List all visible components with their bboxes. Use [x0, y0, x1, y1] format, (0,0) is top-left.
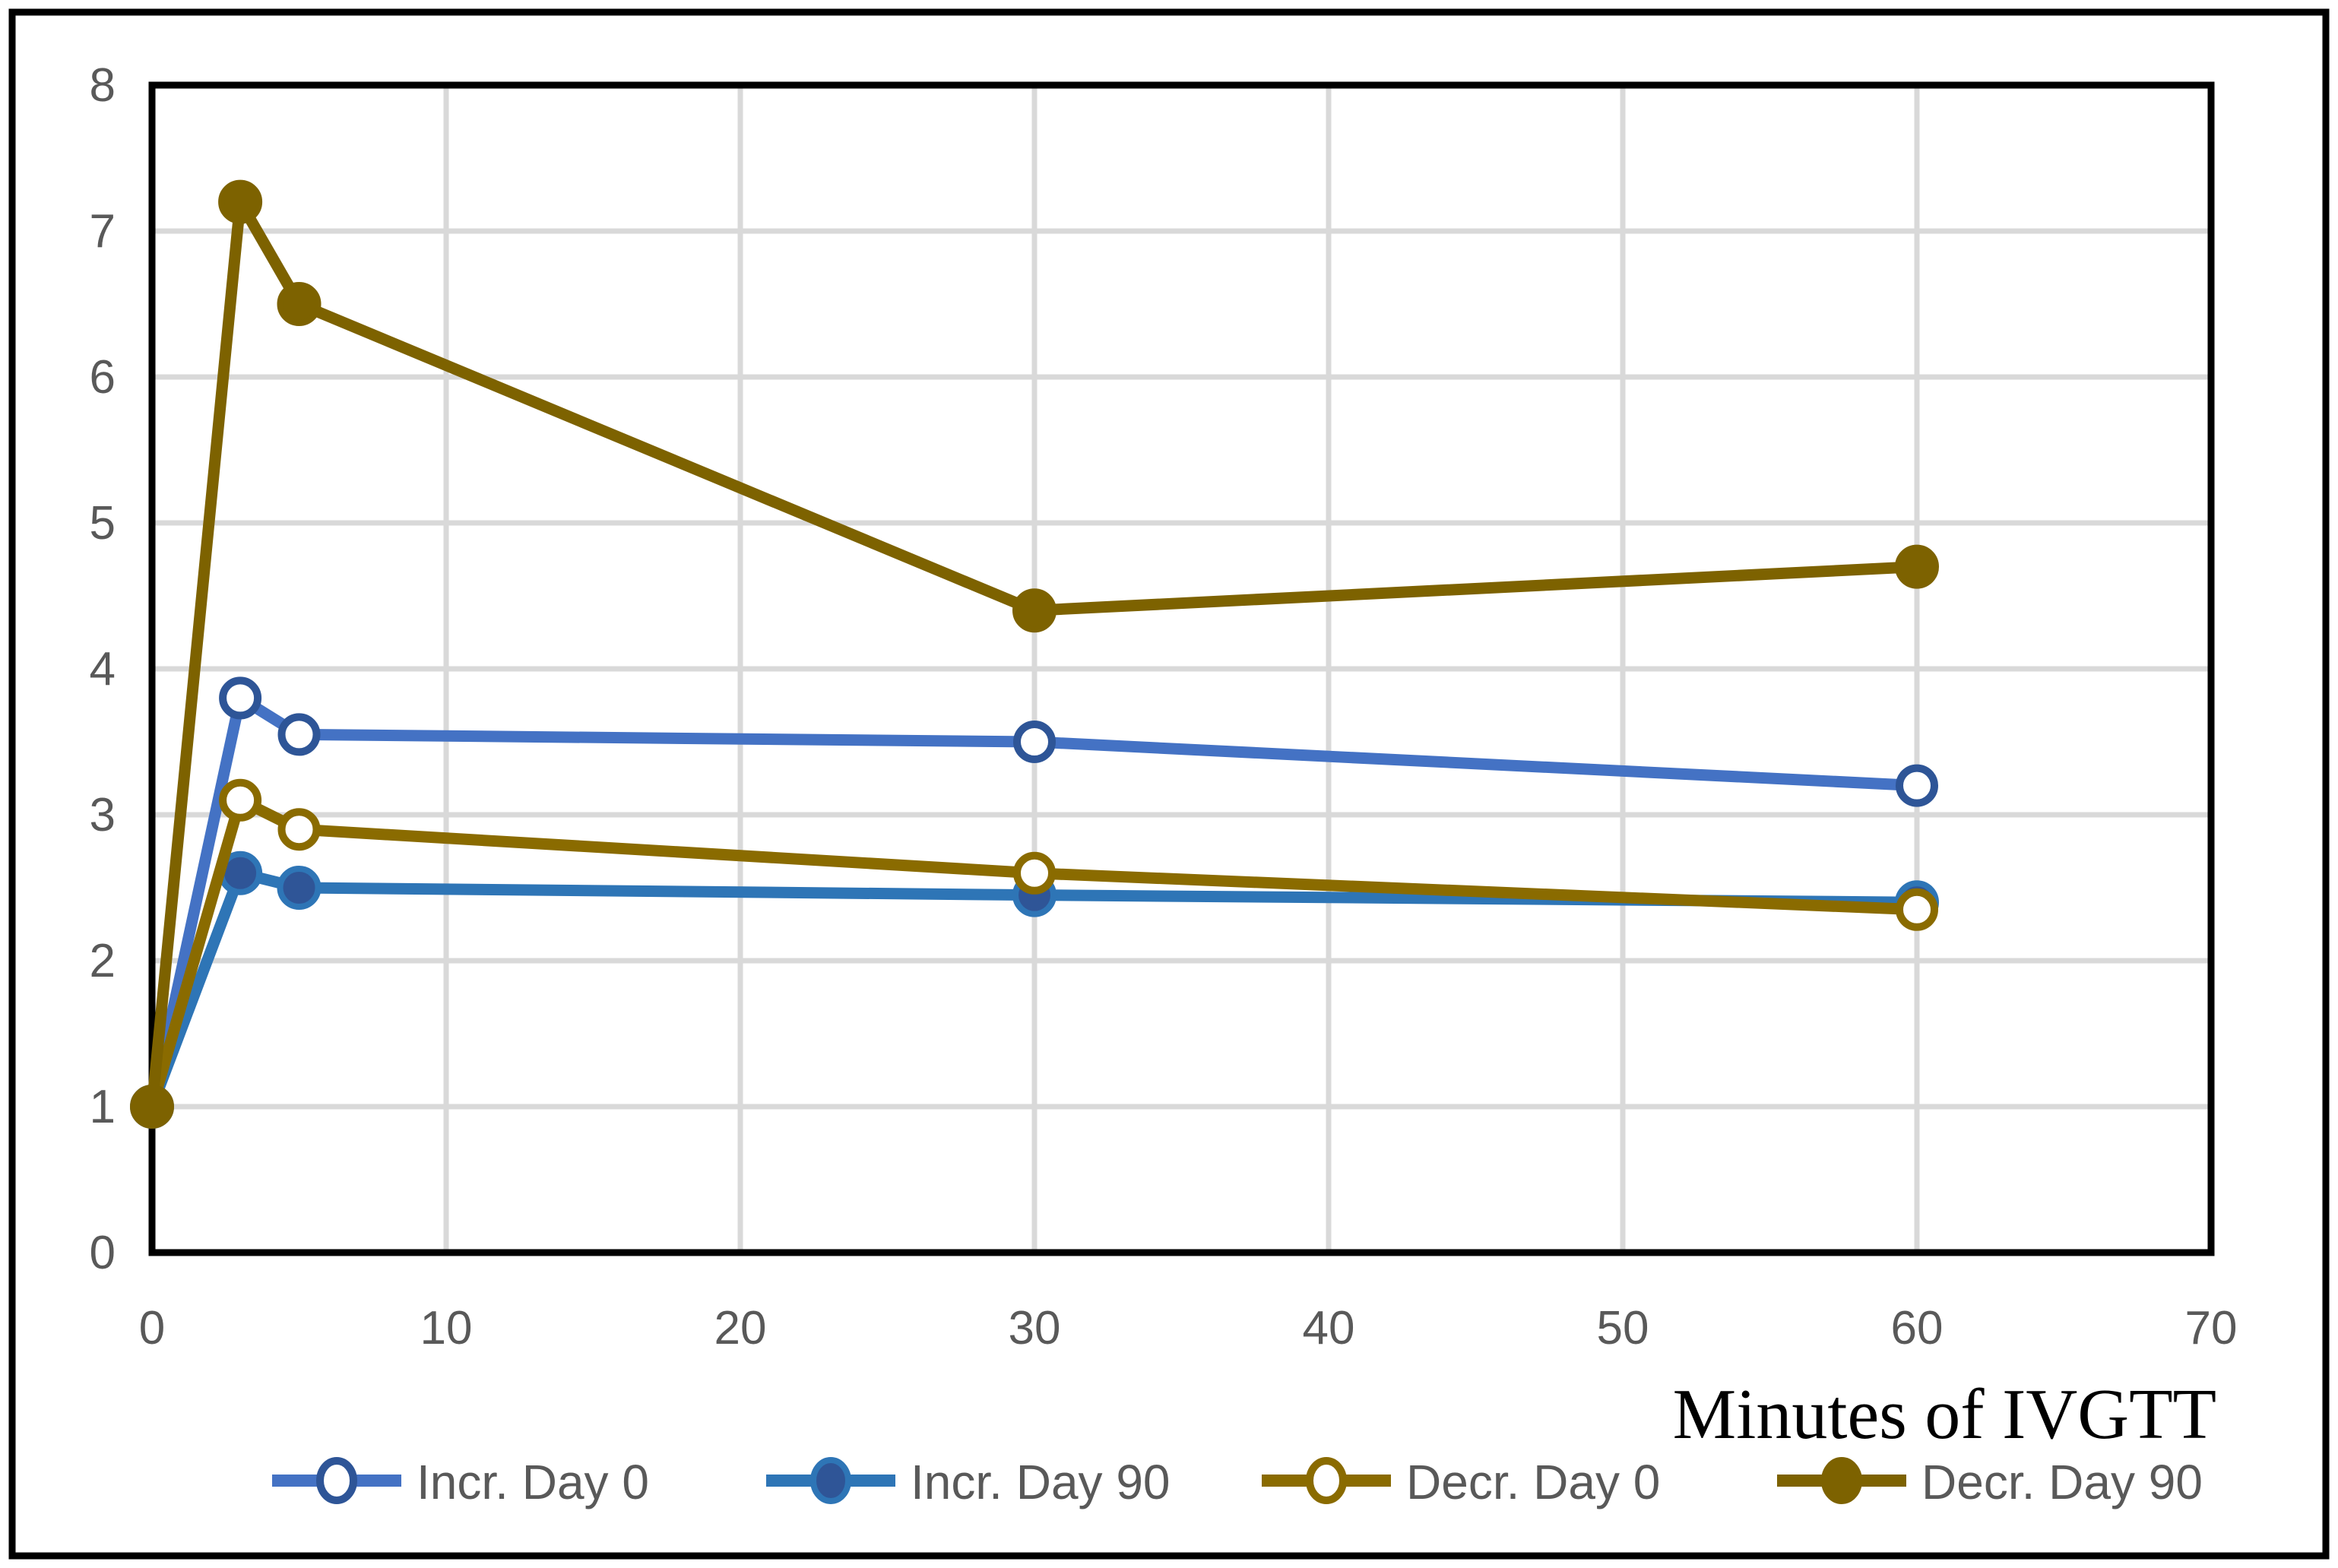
data-point-decr-day-90: [277, 282, 322, 326]
data-point-decr-day-90: [1895, 544, 1939, 589]
x-tick-label-70: 70: [2185, 1302, 2238, 1354]
y-axis-tick-labels: 0 1 2 3 4 5 6 7 8: [90, 59, 116, 1279]
data-point-decr-day-90: [130, 1085, 174, 1129]
y-tick-label-7: 7: [90, 205, 116, 258]
horizontal-gridlines: [152, 228, 2211, 1110]
legend-item-incr-day-0: Incr. Day 0: [272, 1455, 649, 1509]
x-tick-label-40: 40: [1303, 1302, 1355, 1354]
legend-item-decr-day-90: Decr. Day 90: [1777, 1455, 2203, 1509]
data-point-decr-day-0: [1896, 888, 1938, 931]
x-tick-label-30: 30: [1009, 1302, 1061, 1354]
y-tick-label-4: 4: [90, 643, 116, 695]
x-axis-title: Minutes of IVGTT: [1673, 1375, 2216, 1454]
legend-item-decr-day-0: Decr. Day 0: [1262, 1455, 1660, 1509]
data-point-incr-day-0: [1896, 764, 1938, 807]
y-tick-label-6: 6: [90, 351, 116, 404]
legend: Incr. Day 0 Incr. Day 90 Decr. Day 0 Decr. …: [272, 1455, 2203, 1509]
legend-label: Decr. Day 90: [1921, 1455, 2203, 1509]
data-point-decr-day-0: [1013, 851, 1056, 895]
data-point-decr-day-90: [1012, 588, 1057, 633]
data-point-incr-day-0: [219, 676, 262, 720]
vertical-gridlines: [443, 85, 1920, 1253]
y-tick-label-1: 1: [90, 1081, 116, 1133]
legend-marker-open: [1306, 1457, 1347, 1504]
legend-item-incr-day-90: Incr. Day 90: [766, 1455, 1171, 1509]
plot-area-border: [148, 81, 2215, 1256]
legend-marker-filled: [810, 1457, 851, 1504]
series-decr-day-90: [130, 179, 1939, 1129]
series-container: [130, 179, 1939, 1129]
x-tick-label-50: 50: [1597, 1302, 1649, 1354]
x-axis-tick-labels: 0 10 20 30 40 50 60 70: [139, 1302, 2238, 1354]
figure-border: [8, 8, 2330, 1560]
data-point-incr-day-90: [277, 866, 322, 910]
legend-label: Incr. Day 90: [911, 1455, 1171, 1509]
x-tick-label-20: 20: [714, 1302, 767, 1354]
data-point-incr-day-0: [1013, 721, 1056, 763]
x-tick-label-60: 60: [1891, 1302, 1944, 1354]
y-tick-label-3: 3: [90, 789, 116, 841]
data-point-decr-day-0: [277, 808, 321, 851]
data-point-decr-day-0: [219, 778, 262, 822]
y-tick-label-5: 5: [90, 497, 116, 550]
data-point-incr-day-0: [277, 713, 321, 756]
y-tick-label-0: 0: [90, 1227, 116, 1279]
y-tick-label-2: 2: [90, 935, 116, 987]
y-tick-label-8: 8: [90, 59, 116, 112]
legend-label: Decr. Day 0: [1406, 1455, 1660, 1509]
legend-marker-filled: [1821, 1457, 1862, 1504]
legend-label: Incr. Day 0: [417, 1455, 649, 1509]
legend-marker-open: [316, 1457, 357, 1504]
data-point-decr-day-90: [218, 179, 263, 224]
x-tick-label-0: 0: [139, 1302, 165, 1354]
x-tick-label-10: 10: [420, 1302, 473, 1354]
